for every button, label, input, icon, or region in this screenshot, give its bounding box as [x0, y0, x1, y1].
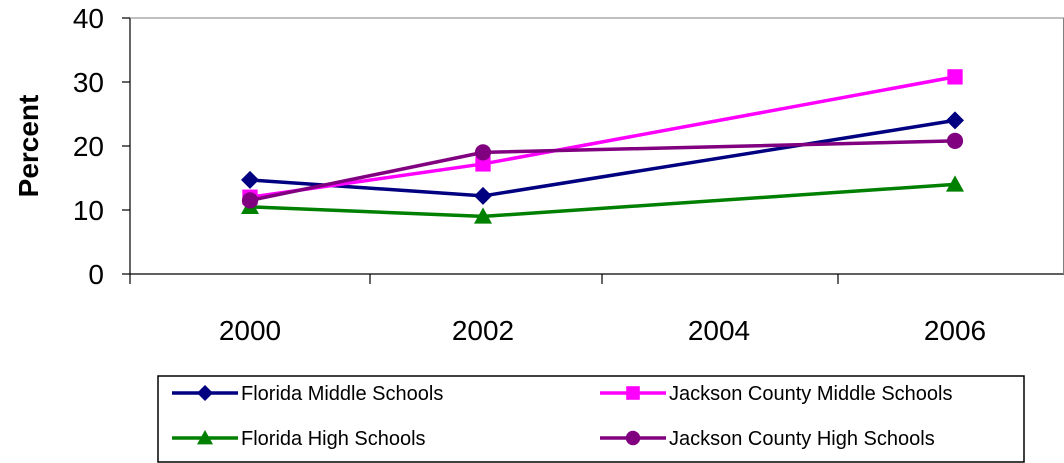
- data-point: [946, 132, 964, 149]
- data-point: [241, 170, 259, 189]
- y-axis-title: Percent: [13, 95, 44, 198]
- legend-marker: [626, 386, 640, 400]
- legend-label: Jackson County High Schools: [669, 428, 935, 450]
- data-point: [946, 175, 964, 192]
- x-tick-labels: 2000 2002 2004 2006: [219, 315, 986, 346]
- data-point: [474, 186, 492, 205]
- legend-label: Jackson County Middle Schools: [669, 383, 952, 405]
- legend-marker: [197, 430, 213, 445]
- y-tick-label: 0: [88, 259, 104, 290]
- x-tick-label: 2002: [452, 315, 514, 346]
- data-point: [474, 207, 492, 224]
- y-tick-label: 40: [73, 3, 104, 34]
- series-jackson-county-high-schools: [241, 132, 964, 209]
- legend-item: Jackson County High Schools: [600, 428, 935, 450]
- y-tick-label: 10: [73, 195, 104, 226]
- series-layer: [241, 69, 964, 224]
- legend-marker: [197, 385, 213, 401]
- x-tick-label: 2004: [688, 315, 750, 346]
- legend-label: Florida Middle Schools: [241, 383, 443, 405]
- series-line: [249, 182, 956, 219]
- data-point: [474, 144, 492, 161]
- data-point: [947, 69, 963, 85]
- legend-marker: [625, 430, 641, 446]
- y-tick-labels: 0 10 20 30 40: [73, 3, 104, 290]
- y-tick-label: 30: [73, 67, 104, 98]
- legend-box: [157, 375, 1025, 463]
- legend-item: Florida Middle Schools: [172, 383, 443, 405]
- data-point: [475, 156, 491, 172]
- legend-item: Florida High Schools: [172, 428, 426, 450]
- data-point: [946, 111, 964, 130]
- series-line: [249, 118, 956, 198]
- x-tick-label: 2006: [924, 315, 986, 346]
- legend-label: Florida High Schools: [241, 428, 426, 450]
- y-tick-label: 20: [73, 131, 104, 162]
- x-tick-label: 2000: [219, 315, 281, 346]
- data-point: [241, 192, 259, 209]
- legend: Florida Middle Schools Jackson County Mid…: [157, 375, 1025, 463]
- legend-item: Jackson County Middle Schools: [600, 383, 952, 405]
